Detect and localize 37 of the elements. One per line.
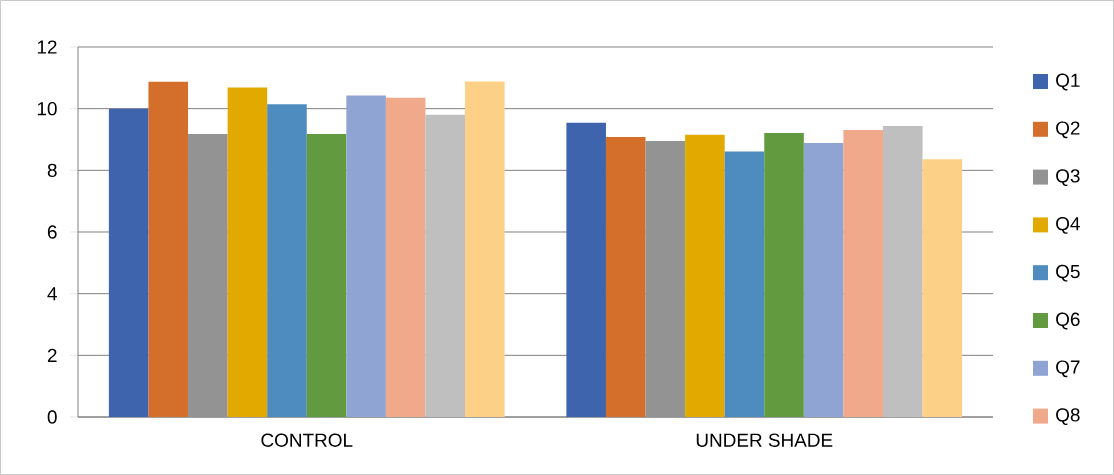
y-tick-label: 0 bbox=[47, 410, 57, 424]
bar bbox=[465, 81, 505, 417]
bar bbox=[764, 133, 804, 417]
bar bbox=[566, 122, 606, 417]
y-tick-label: 6 bbox=[47, 225, 57, 239]
y-tick-label: 2 bbox=[47, 348, 57, 362]
bar bbox=[425, 114, 466, 417]
legend-label: Q1 bbox=[1056, 73, 1080, 91]
bar bbox=[188, 133, 228, 417]
bar bbox=[385, 97, 426, 417]
y-tick-label: 8 bbox=[47, 163, 57, 178]
legend-label: Q3 bbox=[1056, 169, 1080, 186]
bar bbox=[724, 151, 765, 417]
bar bbox=[108, 108, 149, 417]
legend-label: Q4 bbox=[1056, 217, 1080, 234]
bar bbox=[843, 129, 883, 417]
legend-label: Q2 bbox=[1056, 121, 1080, 139]
bar bbox=[882, 125, 923, 417]
x-tick-label: CONTROL bbox=[261, 433, 353, 447]
legend-label: Q6 bbox=[1056, 312, 1080, 330]
legend-label: Q8 bbox=[1056, 408, 1080, 425]
bar bbox=[346, 95, 386, 417]
bar bbox=[685, 134, 725, 417]
bar bbox=[605, 137, 646, 417]
bar bbox=[148, 81, 189, 417]
x-tick-label: UNDER SHADE bbox=[696, 433, 833, 447]
legend-label: Q5 bbox=[1056, 264, 1080, 282]
y-tick-label: 10 bbox=[37, 101, 57, 116]
y-tick-label: 4 bbox=[47, 287, 57, 301]
bar bbox=[803, 142, 844, 417]
bar bbox=[645, 141, 686, 417]
y-tick-label: 12 bbox=[37, 40, 57, 54]
bar bbox=[922, 159, 963, 417]
legend-label: Q7 bbox=[1056, 360, 1080, 378]
bar bbox=[306, 133, 347, 417]
bar bbox=[227, 87, 268, 417]
bar bbox=[267, 104, 307, 417]
